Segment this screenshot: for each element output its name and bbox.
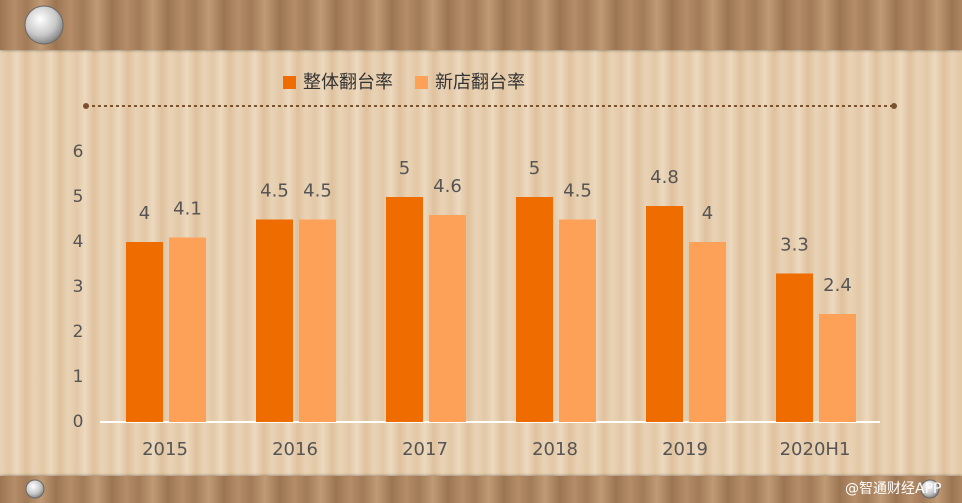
x-tick-label: 2015	[142, 439, 188, 460]
data-label: 4	[139, 203, 150, 224]
bar	[776, 273, 813, 422]
bar	[126, 242, 163, 422]
x-tick-label: 2016	[272, 439, 318, 460]
y-tick-label: 5	[73, 187, 84, 207]
legend-label: 新店翻台率	[435, 72, 525, 93]
y-tick-label: 3	[73, 277, 84, 297]
bar	[429, 215, 466, 422]
y-tick-label: 0	[73, 412, 84, 432]
bar	[386, 197, 423, 422]
knob	[24, 5, 64, 45]
data-label: 3.3	[780, 235, 809, 256]
legend-label: 整体翻台率	[303, 72, 393, 93]
top-frame	[0, 0, 962, 50]
data-label: 4.6	[433, 176, 462, 197]
bar	[689, 242, 726, 422]
y-tick-label: 6	[73, 142, 84, 162]
divider-dot	[891, 103, 897, 109]
bar	[299, 219, 336, 422]
bar	[646, 206, 683, 422]
data-label: 4.5	[260, 181, 289, 202]
legend-swatch	[415, 76, 428, 89]
bar	[559, 219, 596, 422]
divider-dot	[83, 103, 89, 109]
data-label: 4	[702, 203, 713, 224]
legend-swatch	[283, 76, 296, 89]
y-tick-label: 2	[73, 322, 84, 342]
bottom-frame	[0, 476, 962, 503]
data-label: 4.8	[650, 167, 679, 188]
data-label: 5	[399, 158, 410, 179]
y-tick-label: 1	[73, 367, 84, 387]
y-tick-label: 4	[73, 232, 84, 252]
data-label: 4.5	[563, 181, 592, 202]
watermark: @智通财经APP	[845, 481, 941, 497]
x-tick-label: 2018	[532, 439, 578, 460]
x-tick-label: 2020H1	[780, 439, 851, 460]
bar	[169, 237, 206, 422]
bar	[256, 219, 293, 422]
data-label: 5	[529, 158, 540, 179]
bar	[819, 314, 856, 422]
knob	[25, 479, 45, 499]
data-label: 2.4	[823, 275, 852, 296]
bar	[516, 197, 553, 422]
data-label: 4.5	[303, 181, 332, 202]
knob	[920, 479, 940, 499]
data-label: 4.1	[173, 199, 202, 220]
x-tick-label: 2017	[402, 439, 448, 460]
x-tick-label: 2019	[662, 439, 708, 460]
